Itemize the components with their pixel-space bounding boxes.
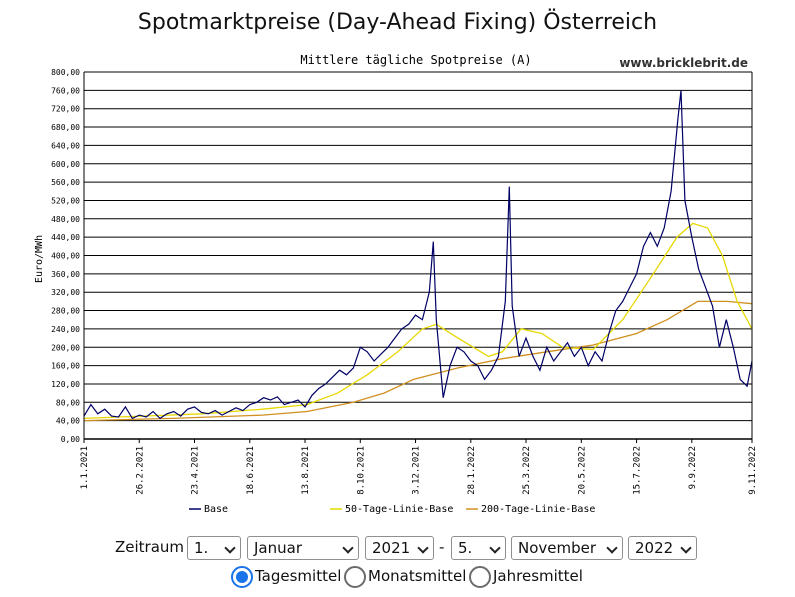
to-month-value: November	[518, 539, 597, 557]
series-line-200-tage-linie-base	[83, 300, 753, 422]
y-tick-label: 0,00	[61, 435, 80, 444]
aggregation-radio-group: Tagesmittel Monatsmittel Jahresmittel	[0, 566, 795, 590]
radio-label: Jahresmittel	[493, 567, 583, 585]
x-tick-label: 20.5.2022	[577, 446, 587, 495]
x-tick-label: 9.9.2022	[688, 446, 698, 489]
y-tick-label: 640,00	[51, 141, 80, 150]
y-tick-label: 80,00	[56, 398, 80, 407]
radio-circle[interactable]	[231, 566, 253, 588]
chevron-down-icon	[224, 542, 236, 554]
y-tick-label: 320,00	[51, 288, 80, 297]
y-tick-label: 560,00	[51, 178, 80, 187]
radio-circle[interactable]	[469, 566, 491, 588]
radio-circle[interactable]	[344, 566, 366, 588]
page-title: Spotmarktpreise (Day-Ahead Fixing) Öster…	[137, 10, 658, 35]
x-tick-label: 13.8.2021	[301, 446, 311, 495]
grid	[84, 71, 752, 440]
y-tick-label: 680,00	[51, 123, 80, 132]
chevron-down-icon	[489, 542, 501, 554]
chevron-down-icon	[342, 542, 354, 554]
y-tick-label: 440,00	[51, 233, 80, 242]
range-separator: -	[439, 538, 445, 556]
y-tick-label: 600,00	[51, 160, 80, 169]
radio-jahresmittel[interactable]: Jahresmittel	[469, 566, 585, 588]
from-year-select[interactable]: 2021	[365, 536, 434, 560]
y-tick-label: 800,00	[51, 68, 80, 77]
x-axis-ticks: 1.1.2021 26.2.2021 23.4.2021 18.6.2021 13.8.…	[80, 439, 758, 495]
chevron-down-icon	[417, 542, 429, 554]
legend: Base 50-Tage-Linie-Base 200-Tage-Linie-Bas…	[189, 504, 595, 515]
y-tick-label: 120,00	[51, 380, 80, 389]
y-tick-label: 280,00	[51, 307, 80, 316]
radio-label: Tagesmittel	[255, 567, 342, 585]
radio-label: Monatsmittel	[368, 567, 467, 585]
from-year-value: 2021	[372, 539, 411, 557]
y-tick-label: 360,00	[51, 270, 80, 279]
x-tick-label: 26.2.2021	[135, 446, 145, 495]
y-tick-label: 160,00	[51, 362, 80, 371]
x-tick-label: 15.7.2022	[633, 446, 643, 495]
legend-label: 200-Tage-Linie-Base	[481, 504, 595, 515]
y-axis-label: Euro/MWh	[34, 235, 45, 283]
legend-label: Base	[204, 504, 228, 515]
series-line-50-tage-linie-base	[83, 222, 753, 420]
to-day-select[interactable]: 5.	[451, 536, 506, 560]
to-day-value: 5.	[458, 539, 473, 557]
y-tick-label: 720,00	[51, 105, 80, 114]
axes	[83, 72, 753, 440]
y-tick-label: 480,00	[51, 215, 80, 224]
x-tick-label: 1.1.2021	[80, 446, 90, 489]
x-tick-label: 18.6.2021	[246, 446, 256, 495]
y-tick-label: 400,00	[51, 252, 80, 261]
legend-label: 50-Tage-Linie-Base	[345, 504, 453, 515]
y-tick-label: 200,00	[51, 343, 80, 352]
series-lines	[83, 90, 753, 422]
chart-title: Mittlere tägliche Spotpreise (A)	[300, 53, 531, 67]
chevron-down-icon	[606, 542, 618, 554]
x-tick-label: 23.4.2021	[191, 446, 201, 495]
y-tick-label: 40,00	[56, 417, 80, 426]
x-tick-label: 9.11.2022	[748, 446, 758, 495]
radio-monatsmittel[interactable]: Monatsmittel	[344, 566, 468, 588]
from-day-value: 1.	[194, 539, 209, 557]
watermark: www.bricklebrit.de	[619, 56, 748, 70]
y-tick-label: 520,00	[51, 196, 80, 205]
period-label: Zeitraum	[115, 538, 185, 556]
from-day-select[interactable]: 1.	[187, 536, 241, 560]
series-line-base	[83, 90, 753, 420]
from-month-select[interactable]: Januar	[247, 536, 359, 560]
chevron-down-icon	[680, 542, 692, 554]
to-year-value: 2022	[635, 539, 674, 557]
period-controls: Zeitraum 1. Januar 2021 - 5. November 20…	[0, 536, 795, 562]
from-month-value: Januar	[254, 539, 302, 557]
x-tick-label: 25.3.2022	[522, 446, 532, 495]
y-tick-label: 760,00	[51, 86, 80, 95]
y-tick-label: 240,00	[51, 325, 80, 334]
to-year-select[interactable]: 2022	[628, 536, 697, 560]
x-tick-label: 3.12.2021	[412, 446, 422, 495]
x-tick-label: 28.1.2022	[467, 446, 477, 495]
radio-tagesmittel[interactable]: Tagesmittel	[231, 566, 343, 588]
to-month-select[interactable]: November	[511, 536, 623, 560]
y-axis-ticks: 0,00 40,00 80,00 120,00 160,00 200,00 240,00 28…	[51, 68, 80, 444]
x-tick-label: 8.10.2021	[356, 446, 366, 495]
spot-price-chart: 0,00 40,00 80,00 120,00 160,00 200,00 240,00 28…	[34, 53, 758, 515]
